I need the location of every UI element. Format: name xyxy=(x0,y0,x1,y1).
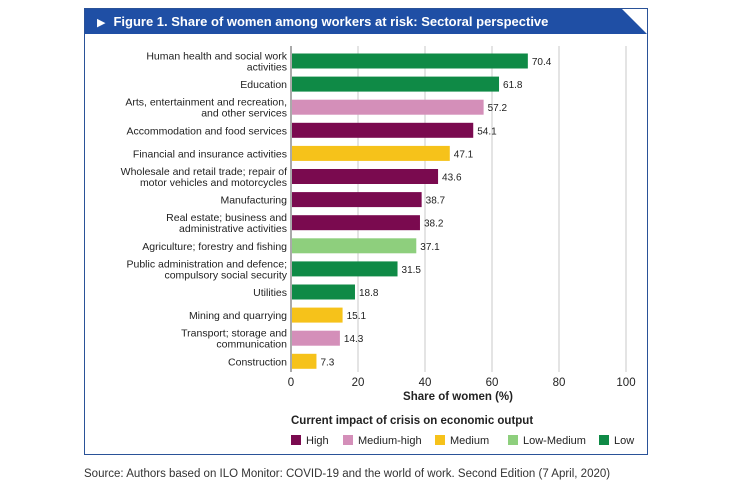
legend-swatch xyxy=(508,435,518,445)
bar xyxy=(292,122,474,138)
category-label: Construction xyxy=(228,356,287,368)
source-note: Source: Authors based on ILO Monitor: CO… xyxy=(84,468,611,480)
bar-value-label: 47.1 xyxy=(454,149,474,160)
category-label: administrative activities xyxy=(179,223,287,235)
play-triangle-icon: ▶ xyxy=(97,17,106,29)
bar xyxy=(292,145,450,161)
bar-value-label: 37.1 xyxy=(420,242,440,253)
bar xyxy=(292,76,500,92)
category-label: activities xyxy=(247,62,287,74)
bar-value-label: 61.8 xyxy=(503,80,523,91)
bar-value-label: 38.2 xyxy=(424,219,444,230)
category-label: Manufacturing xyxy=(220,195,287,207)
bar-value-label: 15.1 xyxy=(347,311,367,322)
bar xyxy=(292,238,417,254)
category-label: Public administration and defence; xyxy=(126,258,287,270)
legend-swatch xyxy=(343,435,353,445)
bar xyxy=(292,353,317,369)
category-label: Human health and social work xyxy=(146,51,287,63)
category-label: communication xyxy=(216,339,287,351)
legend-label: Medium-high xyxy=(358,435,422,447)
bar xyxy=(292,192,422,208)
legend-label: Low xyxy=(614,435,634,447)
category-label: Real estate; business and xyxy=(166,212,287,224)
legend-label: Low-Medium xyxy=(523,435,586,447)
x-tick-label: 0 xyxy=(288,377,294,389)
category-label: motor vehicles and motorcycles xyxy=(140,177,287,189)
legend-swatch xyxy=(291,435,301,445)
bar xyxy=(292,99,484,115)
bar xyxy=(292,261,398,277)
bar xyxy=(292,53,528,69)
category-label: Arts, entertainment and recreation, xyxy=(125,97,287,109)
figure-header: ▶ Figure 1. Share of women among workers … xyxy=(85,9,647,34)
legend-swatch xyxy=(435,435,445,445)
category-label: Accommodation and food services xyxy=(127,125,288,137)
bar-value-label: 43.6 xyxy=(442,173,462,184)
x-tick-label: 100 xyxy=(616,377,635,389)
legend-title: Current impact of crisis on economic out… xyxy=(291,415,533,427)
x-axis-label: Share of women (%) xyxy=(403,391,513,403)
category-label: and other services xyxy=(201,108,287,120)
bar-value-label: 57.2 xyxy=(488,103,508,114)
bar-value-label: 14.3 xyxy=(344,334,364,345)
x-tick-label: 80 xyxy=(553,377,566,389)
figure-title: Figure 1. Share of women among workers a… xyxy=(113,14,549,29)
bar-value-label: 31.5 xyxy=(402,265,422,276)
legend-label: Medium xyxy=(450,435,489,447)
x-tick-label: 60 xyxy=(486,377,499,389)
category-label: Wholesale and retail trade; repair of xyxy=(121,166,287,178)
bar-value-label: 70.4 xyxy=(532,57,552,68)
bar-value-label: 7.3 xyxy=(320,357,334,368)
category-label: Transport; storage and xyxy=(181,328,287,340)
bar-value-label: 38.7 xyxy=(426,196,446,207)
category-label: Mining and quarrying xyxy=(189,310,287,322)
legend-swatch xyxy=(599,435,609,445)
bar xyxy=(292,169,439,184)
x-tick-label: 20 xyxy=(352,377,365,389)
category-label: compulsory social security xyxy=(164,269,287,281)
bar-value-label: 18.8 xyxy=(359,288,379,299)
bar xyxy=(292,284,355,300)
bar xyxy=(292,307,343,323)
bar-value-label: 54.1 xyxy=(477,126,497,137)
category-label: Agriculture; forestry and fishing xyxy=(142,241,287,253)
bar xyxy=(292,330,340,346)
category-label: Financial and insurance activities xyxy=(133,148,287,160)
bar xyxy=(292,215,420,231)
category-label: Education xyxy=(240,79,287,91)
header-corner-cut xyxy=(622,9,647,34)
category-label: Utilities xyxy=(253,287,287,299)
legend-label: High xyxy=(306,435,329,447)
x-tick-label: 40 xyxy=(419,377,432,389)
